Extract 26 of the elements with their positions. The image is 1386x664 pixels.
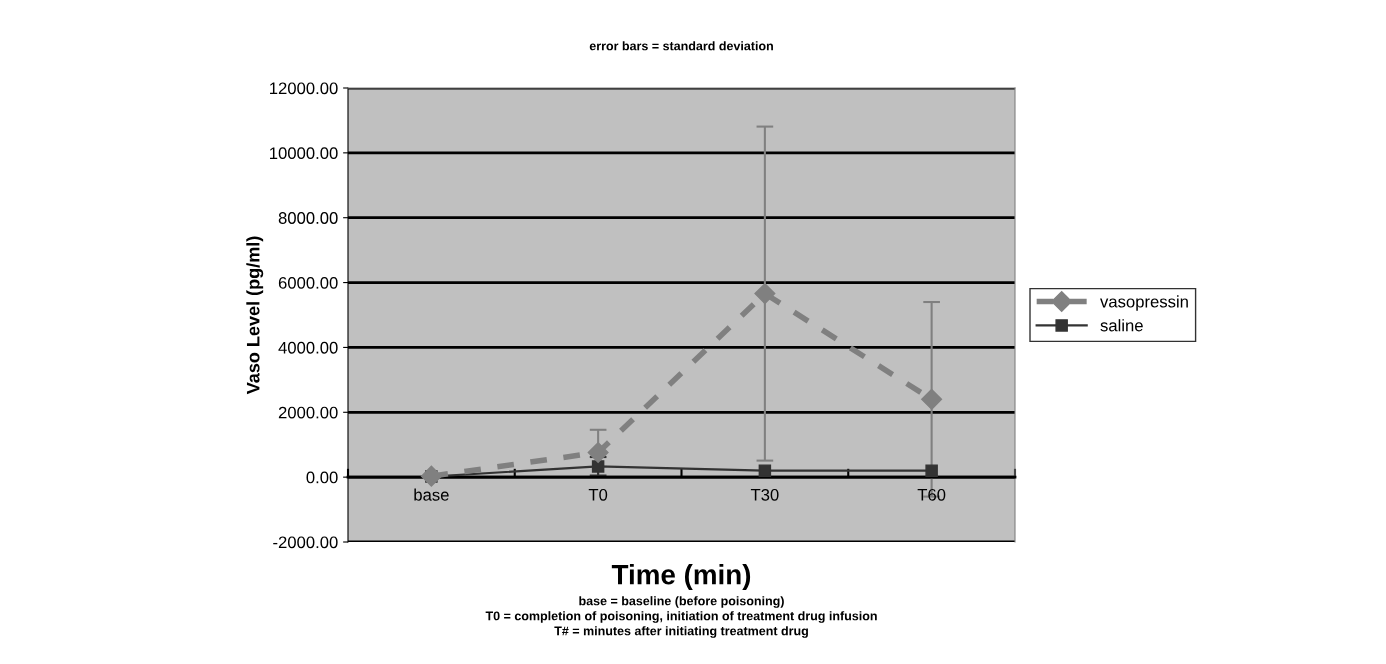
- text: T# = minutes after initiating treatment drug: [554, 626, 808, 638]
- y-tick-label: 2000.00: [278, 406, 338, 419]
- x-axis-title: Time (min): [611, 564, 751, 590]
- y-tick-label: 10000.00: [270, 147, 338, 160]
- y-tick-label: 12000.00: [270, 82, 338, 95]
- x-tick-label: T0: [588, 488, 608, 501]
- legend-label: saline: [1100, 319, 1143, 332]
- legend-label: vasopressin: [1100, 295, 1188, 311]
- x-tick-label: T30: [750, 488, 779, 501]
- point: [925, 464, 938, 477]
- y-tick-label: -2000.00: [273, 536, 338, 549]
- point: [754, 283, 776, 305]
- y-tick-label: 4000.00: [278, 341, 338, 354]
- y-axis-title: Vaso Level (pg/ml): [246, 236, 264, 395]
- y-tick-label: 0.00: [306, 471, 338, 484]
- point: [921, 388, 943, 410]
- y-tick-label: 8000.00: [278, 212, 338, 224]
- text: T0 = completion of poisoning, initiation of treatment drug infusion: [485, 611, 877, 623]
- point: [587, 441, 609, 464]
- y-tick-label: 6000.00: [278, 276, 338, 289]
- x-tick-label: T60: [917, 488, 946, 501]
- chart-title: error bars = standard deviation: [589, 41, 773, 51]
- point: [758, 464, 772, 477]
- point: [420, 465, 442, 487]
- x-tick-label: base: [414, 488, 449, 501]
- text: base = baseline (before poisoning): [579, 596, 784, 608]
